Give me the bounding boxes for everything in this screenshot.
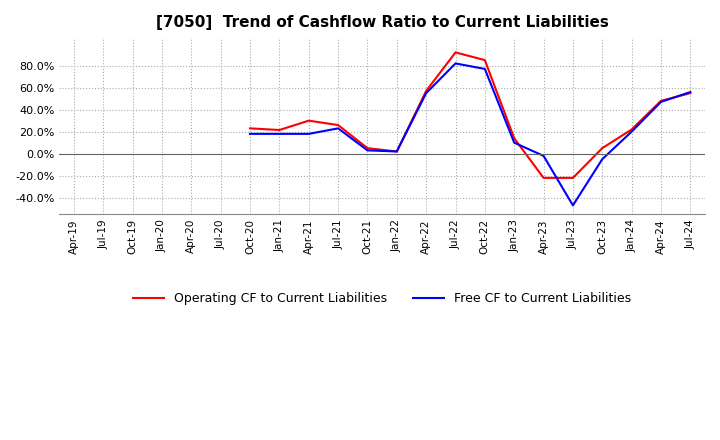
Operating CF to Current Liabilities bbox=[275, 127, 284, 132]
Operating CF to Current Liabilities bbox=[686, 91, 695, 96]
Operating CF to Current Liabilities bbox=[392, 149, 401, 154]
Operating CF to Current Liabilities bbox=[598, 146, 606, 151]
Operating CF to Current Liabilities bbox=[627, 127, 636, 132]
Title: [7050]  Trend of Cashflow Ratio to Current Liabilities: [7050] Trend of Cashflow Ratio to Curren… bbox=[156, 15, 608, 30]
Line: Free CF to Current Liabilities: Free CF to Current Liabilities bbox=[250, 63, 690, 205]
Free CF to Current Liabilities bbox=[305, 131, 313, 136]
Free CF to Current Liabilities bbox=[480, 66, 489, 72]
Free CF to Current Liabilities bbox=[569, 203, 577, 208]
Line: Operating CF to Current Liabilities: Operating CF to Current Liabilities bbox=[250, 52, 690, 178]
Operating CF to Current Liabilities bbox=[569, 175, 577, 180]
Free CF to Current Liabilities bbox=[451, 61, 460, 66]
Free CF to Current Liabilities bbox=[392, 149, 401, 154]
Operating CF to Current Liabilities bbox=[305, 118, 313, 123]
Operating CF to Current Liabilities bbox=[539, 175, 548, 180]
Free CF to Current Liabilities bbox=[510, 140, 518, 145]
Free CF to Current Liabilities bbox=[275, 131, 284, 136]
Free CF to Current Liabilities bbox=[627, 129, 636, 134]
Free CF to Current Liabilities bbox=[657, 99, 665, 105]
Operating CF to Current Liabilities bbox=[657, 98, 665, 103]
Operating CF to Current Liabilities bbox=[246, 126, 254, 131]
Operating CF to Current Liabilities bbox=[451, 50, 460, 55]
Free CF to Current Liabilities bbox=[598, 157, 606, 162]
Operating CF to Current Liabilities bbox=[422, 88, 431, 94]
Free CF to Current Liabilities bbox=[246, 131, 254, 136]
Legend: Operating CF to Current Liabilities, Free CF to Current Liabilities: Operating CF to Current Liabilities, Fre… bbox=[128, 287, 636, 310]
Operating CF to Current Liabilities bbox=[510, 136, 518, 141]
Free CF to Current Liabilities bbox=[334, 126, 343, 131]
Free CF to Current Liabilities bbox=[363, 148, 372, 153]
Operating CF to Current Liabilities bbox=[334, 122, 343, 128]
Free CF to Current Liabilities bbox=[686, 89, 695, 95]
Free CF to Current Liabilities bbox=[539, 153, 548, 158]
Free CF to Current Liabilities bbox=[422, 91, 431, 96]
Operating CF to Current Liabilities bbox=[363, 146, 372, 151]
Operating CF to Current Liabilities bbox=[480, 58, 489, 63]
